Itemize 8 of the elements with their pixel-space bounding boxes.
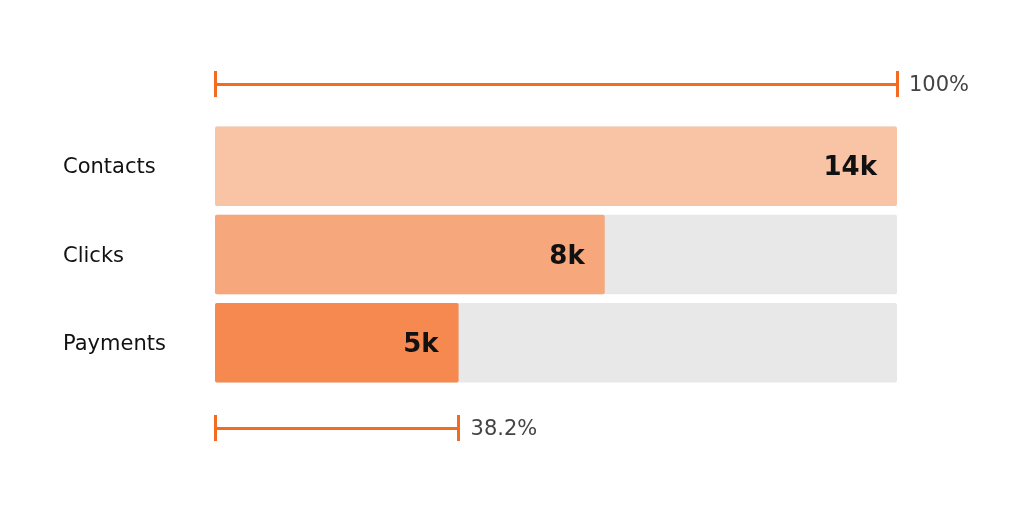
text: 38.2% (470, 415, 538, 441)
data-label: 5k (403, 327, 440, 358)
y-tick-label: Contacts (63, 154, 156, 179)
y-tick-label: Payments (63, 330, 166, 355)
text: 100% (909, 71, 970, 97)
data-label: 14k (823, 151, 878, 182)
y-tick-label: Clicks (63, 242, 124, 267)
data-label: 8k (549, 239, 586, 270)
